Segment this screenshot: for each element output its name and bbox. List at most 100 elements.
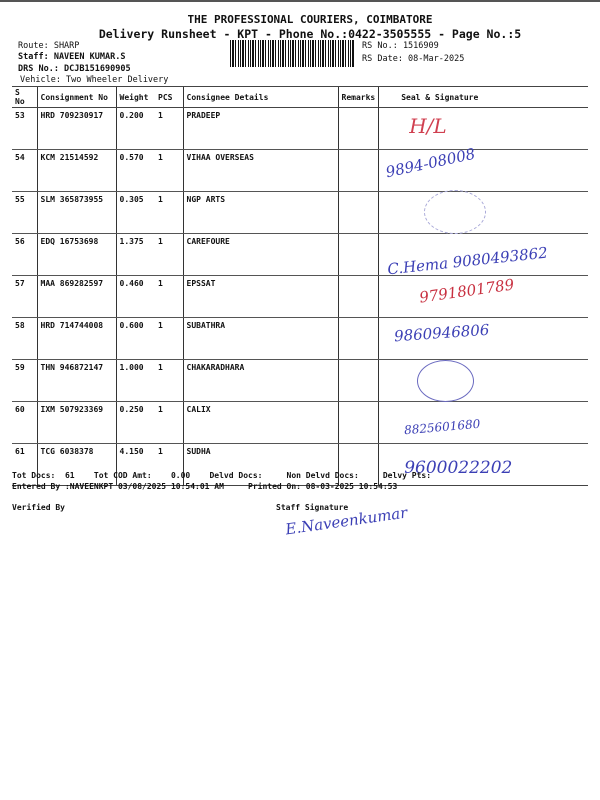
table-row: 55 SLM 365873955 0.305 1 NGP ARTS	[12, 190, 588, 234]
remarks-cell	[337, 401, 379, 444]
consignment-cell: SLM 365873955	[36, 191, 116, 234]
weight-cell: 0.570	[115, 149, 155, 192]
pcs-cell: 1	[155, 317, 183, 360]
table-row: 56 EDQ 16753698 1.375 1 CAREFOURE C.Hema 9080…	[12, 233, 588, 279]
pcs-cell: 1	[155, 275, 183, 318]
remarks-cell	[337, 107, 379, 150]
consignee-cell: CHAKARADHARA	[182, 359, 338, 402]
seal-stamp	[417, 360, 475, 402]
barcode	[230, 40, 354, 67]
consignment-cell: KCM 21514592	[36, 149, 116, 192]
scan-edge	[0, 0, 600, 2]
weight-cell: 1.000	[115, 359, 155, 402]
weight-cell: 0.305	[115, 191, 155, 234]
rs-date: RS Date: 08-Mar-2025	[362, 54, 465, 64]
weight-cell: 0.600	[115, 317, 155, 360]
col-remarks: Remarks	[337, 86, 379, 108]
handwritten-signature: 8825601680	[403, 416, 482, 438]
pcs-cell: 1	[155, 191, 183, 234]
pcs-cell: 1	[155, 359, 183, 402]
table-header: S No Consignment No Weight PCS Consignee…	[12, 86, 588, 108]
signature-cell: 9791801789	[378, 275, 588, 318]
consignment-cell: IXM 507923369	[36, 401, 116, 444]
consignee-cell: VIHAA OVERSEAS	[182, 149, 338, 192]
consignee-cell: SUDHA	[182, 443, 338, 486]
weight-cell: 0.460	[115, 275, 155, 318]
sno-cell: 59	[12, 359, 37, 402]
pcs-cell: 1	[155, 401, 183, 444]
consignment-cell: EDQ 16753698	[36, 233, 116, 276]
sno-cell: 53	[12, 107, 37, 150]
col-sno: S No	[12, 86, 37, 108]
entered-by-line: Entered By :NAVEENKPT 03/08/2025 10:54:0…	[12, 482, 398, 491]
signature-cell: 8825601680	[378, 401, 588, 444]
handwritten-signature: H/L	[409, 114, 447, 138]
weight-cell: 1.375	[115, 233, 155, 276]
drs-number: DRS No.: DCJB151690905	[18, 64, 131, 74]
signature-cell: 9860946806	[378, 317, 588, 360]
consignment-cell: MAA 869282597	[36, 275, 116, 318]
remarks-cell	[337, 149, 379, 192]
totals-line: Tot Docs: 61 Tot COD Amt: 0.00 Delvd Doc…	[12, 471, 432, 480]
sno-cell: 61	[12, 443, 37, 486]
consignment-cell: HRD 709230917	[36, 107, 116, 150]
handwritten-signature: 9600022202	[404, 458, 513, 478]
table-row: 53 HRD 709230917 0.200 1 PRADEEP H/L	[12, 107, 588, 150]
col-weight: Weight	[115, 86, 155, 108]
weight-cell: 4.150	[115, 443, 155, 486]
staff-signature-label: Staff Signature	[276, 503, 349, 512]
table-row: 57 MAA 869282597 0.460 1 EPSSAT 9791801789	[12, 275, 588, 318]
col-pcs: PCS	[155, 86, 183, 108]
consignee-cell: EPSSAT	[182, 275, 338, 318]
rs-number: RS No.: 1516909	[362, 41, 439, 51]
signature-cell: C.Hema 9080493862	[378, 233, 588, 279]
table-row: 54 KCM 21514592 0.570 1 VIHAA OVERSEAS 9894-0…	[12, 145, 588, 192]
consignee-cell: CALIX	[182, 401, 338, 444]
consignment-cell: HRD 714744008	[36, 317, 116, 360]
pcs-cell: 1	[155, 443, 183, 486]
table-row: 61 TCG 6038378 4.150 1 SUDHA 9600022202	[12, 443, 588, 486]
sno-cell: 54	[12, 149, 37, 192]
table-row: 59 THN 946872147 1.000 1 CHAKARADHARA	[12, 359, 588, 402]
signature-cell: 9894-08008	[378, 145, 588, 192]
seal-stamp	[424, 190, 487, 234]
pcs-cell: 1	[155, 107, 183, 150]
consignee-cell: SUBATHRA	[182, 317, 338, 360]
vehicle: Vehicle: Two Wheeler Delivery	[20, 75, 169, 85]
sno-cell: 57	[12, 275, 37, 318]
signature-cell	[378, 359, 588, 402]
weight-cell: 0.200	[115, 107, 155, 150]
col-consignment: Consignment No	[36, 86, 116, 108]
route: Route: SHARP	[18, 41, 80, 51]
remarks-cell	[337, 191, 379, 234]
consignment-cell: THN 946872147	[36, 359, 116, 402]
signature-cell	[378, 190, 588, 234]
runsheet-table: S No Consignment No Weight PCS Consignee…	[12, 86, 588, 486]
pcs-cell: 1	[155, 233, 183, 276]
col-signature: Seal & Signature	[378, 86, 588, 108]
sno-cell: 55	[12, 191, 37, 234]
consignment-cell: TCG 6038378	[36, 443, 116, 486]
col-consignee: Consignee Details	[182, 86, 338, 108]
remarks-cell	[337, 233, 379, 276]
pcs-cell: 1	[155, 149, 183, 192]
handwritten-signature: 9791801789	[418, 275, 516, 307]
verified-by-label: Verified By	[12, 503, 65, 512]
weight-cell: 0.250	[115, 401, 155, 444]
sno-cell: 56	[12, 233, 37, 276]
table-row: 58 HRD 714744008 0.600 1 SUBATHRA 9860946806	[12, 317, 588, 360]
remarks-cell	[337, 359, 379, 402]
table-row: 60 IXM 507923369 0.250 1 CALIX 8825601680	[12, 401, 588, 444]
consignee-cell: CAREFOURE	[182, 233, 338, 276]
remarks-cell	[337, 443, 379, 486]
company-title: THE PROFESSIONAL COURIERS, COIMBATORE	[187, 13, 433, 26]
signature-cell: H/L	[378, 107, 588, 150]
signature-cell: 9600022202	[378, 443, 588, 486]
consignee-cell: PRADEEP	[182, 107, 338, 150]
handwritten-signature: C.Hema 9080493862	[386, 243, 549, 279]
remarks-cell	[337, 317, 379, 360]
staff: Staff: NAVEEN KUMAR.S	[18, 52, 126, 62]
consignee-cell: NGP ARTS	[182, 191, 338, 234]
runsheet-subtitle: Delivery Runsheet - KPT - Phone No.:0422…	[98, 27, 522, 41]
remarks-cell	[337, 275, 379, 318]
